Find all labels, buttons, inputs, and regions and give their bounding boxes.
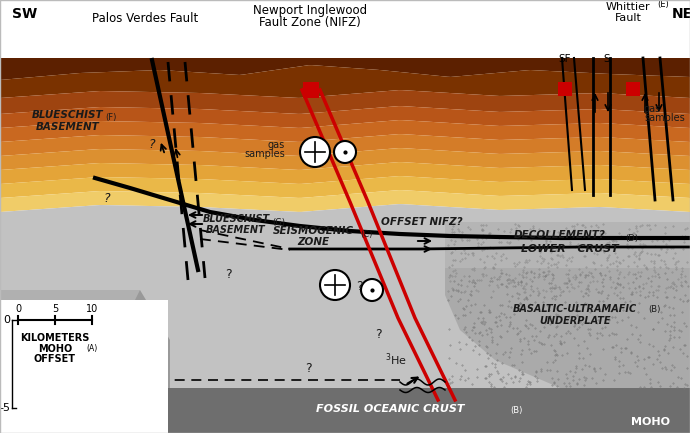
Text: Fault: Fault bbox=[615, 13, 642, 23]
Text: DECOLLEMENT?: DECOLLEMENT? bbox=[514, 230, 606, 240]
Circle shape bbox=[320, 270, 350, 300]
Polygon shape bbox=[0, 120, 690, 142]
Text: 5: 5 bbox=[52, 304, 58, 314]
Text: -5: -5 bbox=[0, 403, 10, 413]
Text: (D): (D) bbox=[625, 234, 638, 243]
Polygon shape bbox=[0, 90, 690, 114]
Text: MOHO: MOHO bbox=[38, 344, 72, 354]
Circle shape bbox=[334, 141, 356, 163]
Polygon shape bbox=[0, 65, 690, 98]
Polygon shape bbox=[0, 58, 690, 80]
Text: LOWER   CRUST: LOWER CRUST bbox=[521, 244, 619, 254]
Text: ?: ? bbox=[356, 280, 363, 293]
Bar bbox=[626, 82, 640, 96]
Polygon shape bbox=[445, 222, 690, 295]
Text: (G): (G) bbox=[272, 218, 285, 227]
Text: MOHO: MOHO bbox=[631, 417, 669, 427]
Circle shape bbox=[300, 137, 330, 167]
Polygon shape bbox=[0, 106, 690, 128]
Text: SW: SW bbox=[12, 7, 37, 21]
Bar bbox=[0, 300, 168, 433]
Text: samples: samples bbox=[244, 149, 285, 159]
Polygon shape bbox=[0, 176, 690, 198]
Text: (B): (B) bbox=[648, 305, 660, 314]
Text: NE: NE bbox=[672, 7, 690, 21]
Bar bbox=[0, 0, 690, 57]
Bar bbox=[303, 82, 319, 98]
Text: (E): (E) bbox=[657, 0, 669, 9]
Text: ZONE: ZONE bbox=[297, 237, 329, 247]
Text: S: S bbox=[604, 54, 611, 64]
Text: BASALTIC-ULTRAMAFIC: BASALTIC-ULTRAMAFIC bbox=[513, 304, 637, 314]
Text: (C): (C) bbox=[360, 230, 373, 239]
Text: ?: ? bbox=[148, 138, 155, 151]
Text: FOSSIL OCEANIC CRUST: FOSSIL OCEANIC CRUST bbox=[316, 404, 464, 414]
Text: (F): (F) bbox=[105, 113, 117, 122]
Text: BASEMENT: BASEMENT bbox=[36, 122, 100, 132]
Text: SEISMOGENIC: SEISMOGENIC bbox=[273, 226, 353, 236]
Text: ?: ? bbox=[305, 362, 312, 375]
Text: Whittier: Whittier bbox=[606, 2, 650, 12]
Text: OFFSET: OFFSET bbox=[34, 354, 76, 364]
Polygon shape bbox=[0, 190, 690, 212]
Text: BASEMENT: BASEMENT bbox=[206, 225, 266, 235]
Polygon shape bbox=[0, 134, 690, 156]
Bar bbox=[558, 82, 572, 96]
Text: ?: ? bbox=[375, 328, 382, 341]
Text: 0: 0 bbox=[3, 315, 10, 325]
Text: Palos Verdes Fault: Palos Verdes Fault bbox=[92, 12, 198, 25]
Text: ?: ? bbox=[103, 192, 110, 205]
Circle shape bbox=[361, 279, 383, 301]
Text: 10: 10 bbox=[86, 304, 98, 314]
Polygon shape bbox=[0, 162, 690, 184]
Text: ?: ? bbox=[225, 268, 232, 281]
Polygon shape bbox=[445, 268, 690, 390]
Text: $^3$He: $^3$He bbox=[385, 352, 407, 368]
Text: (B): (B) bbox=[510, 406, 522, 415]
Text: BLUESCHIST: BLUESCHIST bbox=[202, 214, 270, 224]
Text: OFFSET NIFZ?: OFFSET NIFZ? bbox=[381, 217, 463, 227]
Text: UNDERPLATE: UNDERPLATE bbox=[540, 316, 611, 326]
Text: gas: gas bbox=[644, 104, 661, 114]
Text: Newport Inglewood: Newport Inglewood bbox=[253, 4, 367, 17]
Polygon shape bbox=[0, 350, 130, 433]
Text: gas: gas bbox=[268, 140, 285, 150]
Text: (A): (A) bbox=[86, 344, 97, 353]
Text: BLUESCHIST: BLUESCHIST bbox=[32, 110, 104, 120]
Text: samples: samples bbox=[644, 113, 684, 123]
Text: SF: SF bbox=[559, 54, 571, 64]
Polygon shape bbox=[155, 388, 690, 433]
Polygon shape bbox=[0, 148, 690, 170]
Text: 0: 0 bbox=[15, 304, 21, 314]
Text: Fault Zone (NIFZ): Fault Zone (NIFZ) bbox=[259, 16, 361, 29]
Polygon shape bbox=[0, 290, 170, 433]
Polygon shape bbox=[0, 290, 140, 433]
Text: KILOMETERS: KILOMETERS bbox=[20, 333, 90, 343]
Polygon shape bbox=[0, 204, 690, 433]
